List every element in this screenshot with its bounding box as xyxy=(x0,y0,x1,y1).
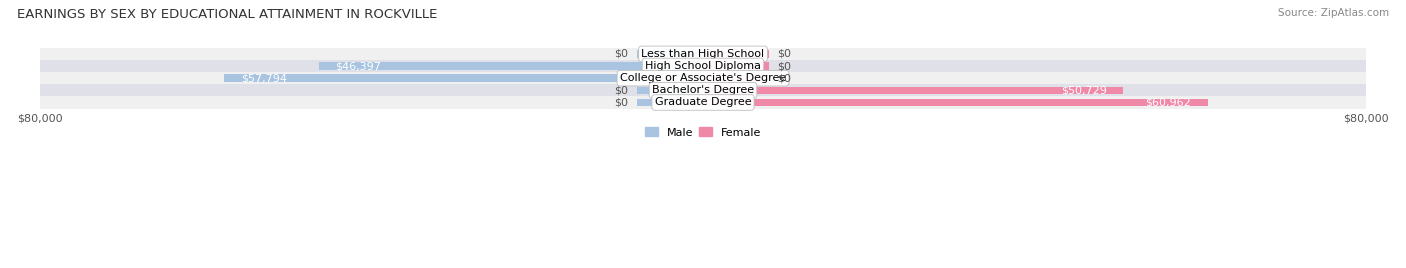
Bar xyxy=(703,50,769,58)
Bar xyxy=(41,96,1365,109)
Bar xyxy=(703,62,769,70)
Bar xyxy=(637,99,703,106)
Text: $60,962: $60,962 xyxy=(1146,98,1191,107)
Text: Graduate Degree: Graduate Degree xyxy=(655,98,751,107)
Bar xyxy=(637,50,703,58)
Text: $50,729: $50,729 xyxy=(1060,85,1107,95)
Text: $0: $0 xyxy=(778,73,792,83)
Text: Less than High School: Less than High School xyxy=(641,49,765,59)
Bar xyxy=(703,75,769,82)
Legend: Male, Female: Male, Female xyxy=(640,123,766,142)
Bar xyxy=(41,84,1365,96)
Bar xyxy=(41,60,1365,72)
Bar xyxy=(703,99,1208,106)
Bar xyxy=(41,72,1365,84)
Text: EARNINGS BY SEX BY EDUCATIONAL ATTAINMENT IN ROCKVILLE: EARNINGS BY SEX BY EDUCATIONAL ATTAINMEN… xyxy=(17,8,437,21)
Text: $0: $0 xyxy=(614,98,628,107)
Text: High School Diploma: High School Diploma xyxy=(645,61,761,71)
Text: $57,794: $57,794 xyxy=(240,73,287,83)
Bar xyxy=(637,87,703,94)
Text: $46,397: $46,397 xyxy=(335,61,381,71)
Bar xyxy=(703,87,1123,94)
Bar xyxy=(225,75,703,82)
Text: $0: $0 xyxy=(614,85,628,95)
Text: $0: $0 xyxy=(614,49,628,59)
Text: Source: ZipAtlas.com: Source: ZipAtlas.com xyxy=(1278,8,1389,18)
Text: $0: $0 xyxy=(778,61,792,71)
Bar xyxy=(41,48,1365,60)
Text: Bachelor's Degree: Bachelor's Degree xyxy=(652,85,754,95)
Text: College or Associate's Degree: College or Associate's Degree xyxy=(620,73,786,83)
Text: $0: $0 xyxy=(778,49,792,59)
Bar xyxy=(319,62,703,70)
